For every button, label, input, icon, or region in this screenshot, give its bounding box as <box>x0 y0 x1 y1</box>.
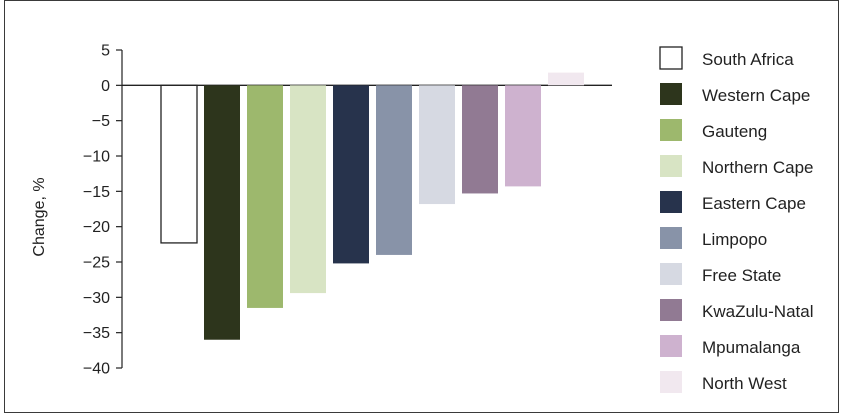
legend-label: Northern Cape <box>702 158 814 177</box>
y-tick-label: −5 <box>92 113 110 130</box>
y-tick-label: 5 <box>101 43 110 60</box>
legend-label: Eastern Cape <box>702 194 806 213</box>
y-tick-label: −40 <box>83 361 110 378</box>
y-tick-label: −20 <box>83 219 110 236</box>
bar-limpopo <box>376 85 412 255</box>
legend-label: Limpopo <box>702 230 767 249</box>
bar-western-cape <box>204 85 240 340</box>
y-tick-label: −15 <box>83 184 110 201</box>
legend-label: North West <box>702 374 787 393</box>
y-tick-label: −25 <box>83 255 110 272</box>
legend-swatch <box>660 83 682 105</box>
legend-swatch <box>660 155 682 177</box>
bar-northern-cape <box>290 85 326 294</box>
y-axis-label: Change, % <box>31 177 48 256</box>
legend-label: Gauteng <box>702 122 767 141</box>
legend-label: South Africa <box>702 50 794 69</box>
legend: South Africa Western Cape Gauteng Northern … <box>659 46 814 393</box>
y-tick-label: −35 <box>83 325 110 342</box>
legend-label: Western Cape <box>702 86 810 105</box>
bar-free-state <box>419 85 455 205</box>
bar-kwazulu-natal <box>462 85 498 194</box>
y-tick-label: 0 <box>101 78 110 95</box>
bar-mpumalanga <box>505 85 541 187</box>
legend-swatch <box>660 299 682 321</box>
legend-label: KwaZulu-Natal <box>702 302 814 321</box>
legend-label: Free State <box>702 266 781 285</box>
legend-swatch <box>660 119 682 141</box>
bar-eastern-cape <box>333 85 369 264</box>
legend-swatch <box>660 371 682 393</box>
legend-swatch <box>660 191 682 213</box>
bar-south-africa <box>160 84 198 244</box>
bars <box>160 72 584 340</box>
y-tick-label: −30 <box>83 290 110 307</box>
bar-gauteng <box>247 85 283 308</box>
bar-north-west <box>548 72 584 86</box>
chart-frame <box>4 0 839 413</box>
legend-swatch <box>660 335 682 357</box>
legend-swatch <box>660 263 682 285</box>
legend-label: Mpumalanga <box>702 338 801 357</box>
y-tick-label: −10 <box>83 149 110 166</box>
legend-swatch <box>660 227 682 249</box>
legend-swatch <box>659 46 683 70</box>
